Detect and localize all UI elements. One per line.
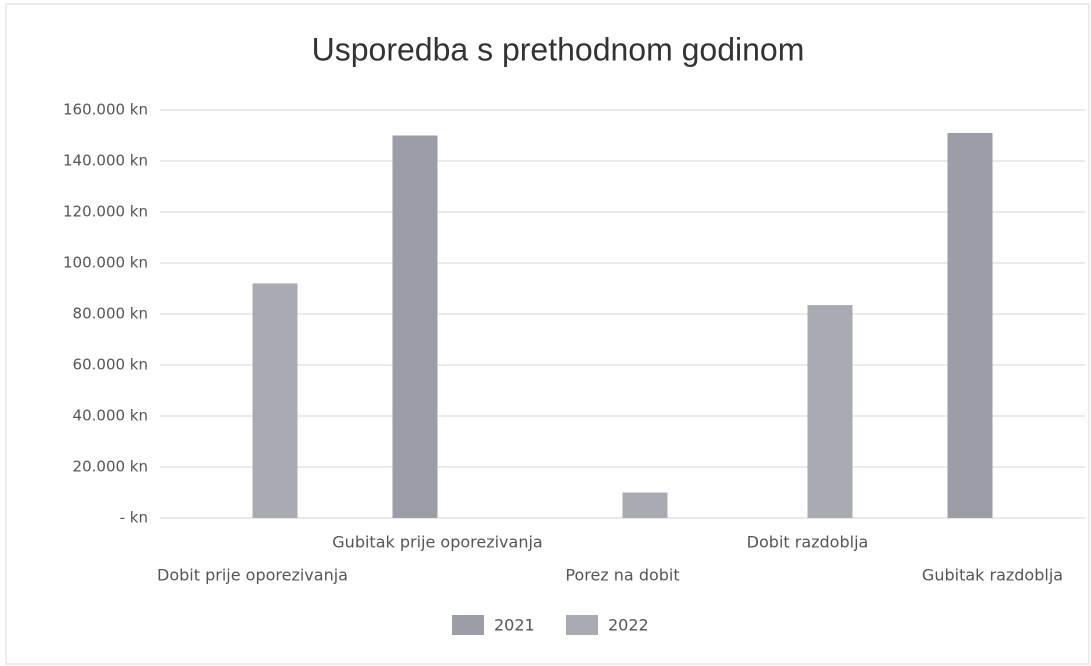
y-tick-label: 20.000 kn — [73, 458, 148, 476]
legend-swatch — [452, 615, 484, 635]
y-tick-label: 80.000 kn — [73, 305, 148, 323]
legend-label: 2021 — [494, 616, 535, 635]
y-tick-label: 100.000 kn — [63, 254, 148, 272]
x-tick-label: Gubitak razdoblja — [922, 566, 1063, 585]
bar — [392, 135, 438, 518]
legend-swatch — [566, 615, 598, 635]
y-tick-label: 40.000 kn — [73, 407, 148, 425]
x-tick-label: Gubitak prije oporezivanja — [332, 533, 542, 552]
chart-title: Usporedba s prethodnom godinom — [312, 31, 805, 67]
x-tick-label: Dobit prije oporezivanja — [157, 566, 348, 585]
y-tick-label: 140.000 kn — [63, 152, 148, 170]
bar — [622, 492, 668, 518]
legend-label: 2022 — [608, 616, 649, 635]
bar — [947, 132, 993, 518]
y-tick-label: 120.000 kn — [63, 203, 148, 221]
bar — [807, 305, 853, 518]
y-tick-label: - kn — [120, 509, 148, 527]
bar — [252, 283, 298, 518]
x-tick-label: Porez na dobit — [565, 566, 679, 585]
y-tick-label: 60.000 kn — [73, 356, 148, 374]
y-tick-label: 160.000 kn — [63, 101, 148, 119]
chart-border — [5, 3, 1090, 665]
x-tick-label: Dobit razdoblja — [747, 533, 869, 552]
